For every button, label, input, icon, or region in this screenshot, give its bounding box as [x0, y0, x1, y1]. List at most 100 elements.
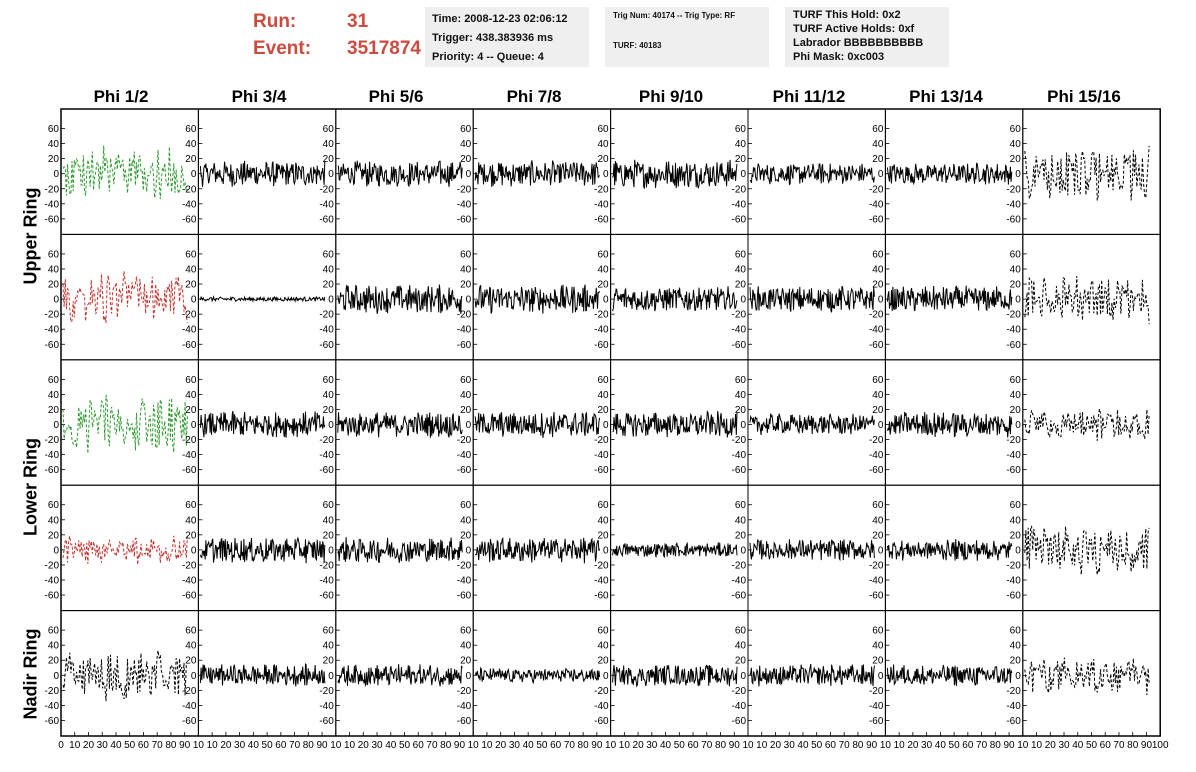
y-tick-label: -60 — [869, 340, 884, 351]
y-tick-label: -60 — [45, 465, 60, 476]
y-tick-label: 40 — [323, 390, 335, 401]
y-tick-label: 20 — [597, 530, 609, 541]
x-tick-label: 80 — [440, 740, 452, 751]
y-tick-label: 20 — [185, 154, 197, 165]
x-tick-label: 30 — [921, 740, 933, 751]
x-tick-label: 90 — [316, 740, 328, 751]
waveform-trace — [886, 285, 1013, 312]
y-tick-label: -40 — [869, 701, 884, 712]
x-tick-label: 30 — [509, 740, 521, 751]
waveform-trace — [474, 160, 601, 188]
y-tick-label: 20 — [48, 405, 60, 416]
y-tick-label: -20 — [182, 310, 197, 321]
x-tick-label: 30 — [1058, 740, 1070, 751]
y-tick-label: -60 — [457, 340, 472, 351]
panel-frame — [1022, 108, 1161, 235]
waveform-trace — [337, 664, 463, 688]
y-tick-label: 60 — [323, 249, 335, 260]
run-value: 31 — [347, 11, 369, 32]
x-tick-label: 80 — [303, 740, 315, 751]
panel-r3-c5: 60 40 20 0 -20 -40 -60 — [594, 359, 749, 486]
x-tick-label: 60 — [687, 740, 699, 751]
y-tick-label: 20 — [323, 656, 335, 667]
y-tick-label: 20 — [735, 656, 747, 667]
y-tick-label: 40 — [872, 390, 884, 401]
x-tick-label: 10 — [193, 740, 205, 751]
panel-r2-c7: 60 40 20 0 -20 -40 -60 — [869, 233, 1024, 361]
panel-frame — [610, 359, 749, 486]
y-tick-label: 0 — [1015, 169, 1021, 180]
y-tick-label: 20 — [185, 530, 197, 541]
y-tick-label: 0 — [191, 295, 197, 306]
x-tick-label: 70 — [564, 740, 576, 751]
x-tick-label: 100 — [1152, 740, 1169, 751]
x-tick-label: 30 — [646, 740, 658, 751]
y-tick-label: 20 — [735, 405, 747, 416]
y-tick-label: 0 — [740, 671, 746, 682]
panel-r2-c5: 60 40 20 0 -20 -40 -60 — [594, 233, 749, 361]
y-tick-label: 40 — [872, 264, 884, 275]
x-tick-label: 10 — [894, 740, 906, 751]
y-tick-label: -60 — [869, 716, 884, 727]
waveform-trace — [337, 284, 463, 314]
y-tick-label: -20 — [457, 560, 472, 571]
y-tick-label: 0 — [466, 169, 472, 180]
y-tick-label: -40 — [45, 199, 60, 210]
y-tick-label: 20 — [185, 405, 197, 416]
panel-r4-c3: 60 40 20 0 -20 -40 -60 — [319, 484, 474, 612]
x-tick-label: 80 — [578, 740, 590, 751]
x-tick-label: 20 — [495, 740, 507, 751]
x-tick-label: 20 — [220, 740, 232, 751]
y-tick-label: -60 — [319, 591, 334, 602]
waveform-trace — [749, 663, 875, 687]
x-tick-label: 90 — [179, 740, 191, 751]
y-tick-label: -20 — [182, 560, 197, 571]
col-title-phi-3-4: Phi 3/4 — [231, 87, 287, 106]
y-tick-label: 0 — [466, 420, 472, 431]
y-tick-label: 40 — [185, 641, 197, 652]
waveform-trace — [1024, 145, 1150, 201]
y-tick-label: 0 — [603, 671, 609, 682]
y-tick-label: 20 — [872, 656, 884, 667]
panel-r2-c8: 60 40 20 0 -20 -40 -60 — [1006, 233, 1161, 361]
y-tick-label: -60 — [732, 214, 747, 225]
col-title-phi-11-12: Phi 11/12 — [772, 87, 846, 106]
time-text: Time: 2008-12-23 02:06:12 — [432, 13, 568, 25]
y-tick-label: -20 — [457, 435, 472, 446]
y-tick-label: -20 — [869, 435, 884, 446]
y-tick-label: 60 — [872, 124, 884, 135]
y-tick-label: 20 — [1010, 280, 1022, 291]
waveform-trace — [62, 394, 188, 454]
x-tick-label: 70 — [152, 740, 164, 751]
y-tick-label: -20 — [45, 435, 60, 446]
y-tick-label: 60 — [323, 500, 335, 511]
labrador-text: Labrador BBBBBBBBBB — [793, 37, 924, 49]
y-tick-label: 0 — [328, 545, 334, 556]
y-tick-label: 60 — [735, 249, 747, 260]
y-tick-label: -20 — [1006, 686, 1021, 697]
trigger-info-box: Trig Num: 40174 -- Trig Type: RF TURF: 4… — [605, 7, 769, 67]
x-tick-label: 60 — [275, 740, 287, 751]
turf-num-text: TURF: 40183 — [613, 41, 662, 50]
x-tick-label: 70 — [839, 740, 851, 751]
panel-r2-c1: 60 40 20 0 -20 -40 -60 — [45, 233, 199, 361]
panel-r4-c8: 60 40 20 0 -20 -40 -60 — [1006, 484, 1161, 612]
col-title-phi-1-2: Phi 1/2 — [93, 87, 149, 106]
y-tick-label: 40 — [735, 515, 747, 526]
y-tick-label: -40 — [319, 576, 334, 587]
y-tick-label: 40 — [597, 139, 609, 150]
y-tick-label: -20 — [319, 686, 334, 697]
waveform-trace — [612, 410, 738, 438]
y-tick-label: 40 — [735, 641, 747, 652]
y-tick-label: 20 — [48, 530, 60, 541]
panel-r1-c5: 60 40 20 0 -20 -40 -60 — [594, 108, 749, 235]
y-tick-label: -20 — [45, 686, 60, 697]
y-tick-label: -60 — [182, 465, 197, 476]
y-tick-label: 0 — [328, 420, 334, 431]
x-tick-label: 10 — [756, 740, 768, 751]
y-tick-label: -40 — [45, 325, 60, 336]
